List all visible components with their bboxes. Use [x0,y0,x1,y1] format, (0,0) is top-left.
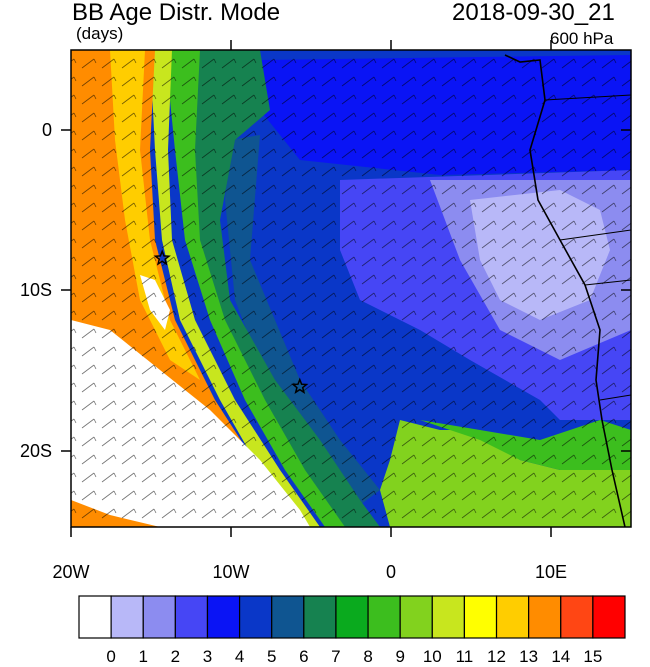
colorbar-label: 9 [395,647,405,666]
x-tick-label-1: 10W [212,562,250,582]
plot-title: BB Age Distr. Mode [72,0,281,26]
colorbar-box [495,595,530,639]
colorbar-box [367,595,401,639]
colorbar-label: 8 [363,647,373,666]
x-tick-label-0: 20W [52,562,90,582]
colorbar-box [271,595,305,639]
borders [544,94,631,401]
y-tick-label-2: 20S [19,441,52,461]
colorbar-box [142,595,176,639]
colorbar-box [174,595,209,639]
colorbar-label: 1 [138,647,148,666]
star-marker-1 [153,249,171,266]
colorbar-label: 10 [422,647,442,666]
colorbar-box [335,595,369,639]
axis-ticks [61,40,631,537]
colorbar-box [592,595,626,639]
colorbar-label: 7 [331,647,341,666]
colorbar-box [78,595,112,639]
colorbar-box [463,595,498,639]
colorbar-box [528,595,562,639]
colorbar-box [560,595,594,639]
colorbar-label: 12 [487,647,506,666]
colorbar-box [303,595,337,639]
colorbar-label: 15 [583,647,603,666]
colorbar-box [206,595,241,639]
colorbar-label: 5 [266,647,277,666]
colorbar-label: 0 [106,647,116,666]
colorbar-label: 6 [299,647,309,666]
colorbar-label: 13 [519,647,539,666]
star-marker-2 [291,377,309,394]
colorbar-label: 2 [170,647,181,666]
units-label: (days) [76,24,124,43]
x-tick-label-2: 0 [385,562,396,582]
field-layer [71,50,631,527]
colorbar-box [431,595,466,639]
colorbar [78,595,626,639]
datetime-label: 2018-09-30_21 [452,0,615,26]
colorbar-box [238,595,273,639]
pressure-level-label: 600 hPa [550,29,614,48]
colorbar-label: 4 [234,647,245,666]
colorbar-box [110,595,144,639]
marker-layer [153,249,309,394]
y-tick-label-1: 10S [19,280,52,300]
y-tick-label-0: 0 [41,120,52,140]
wind-barbs [71,50,631,527]
x-tick-label-3: 10E [534,562,568,582]
map-frame [70,49,632,528]
colorbar-label: 14 [551,647,571,666]
colorbar-label: 11 [455,647,474,666]
colorbar-box [399,595,433,639]
colorbar-label: 3 [202,647,213,666]
